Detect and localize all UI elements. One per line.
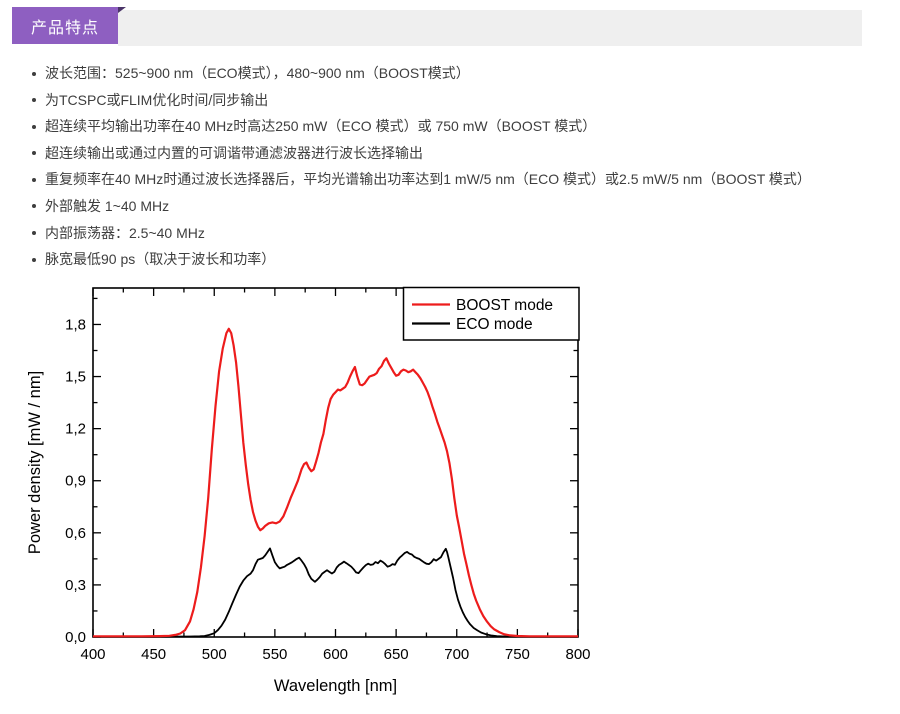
y-tick-label: 1,8 (65, 316, 86, 333)
feature-item: 内部振荡器：2.5~40 MHz (32, 220, 888, 247)
spectrum-chart: 400 450 500 550 600 650 700 750 800 0,0 0,3 0,6 0,9 1… (26, 286, 591, 695)
section-title: 产品特点 (30, 19, 99, 37)
feature-item: 外部触发 1~40 MHz (32, 193, 888, 220)
x-tick-label: 750 (505, 646, 530, 663)
feature-item: 脉宽最低90 ps（取决于波长和功率） (32, 246, 888, 273)
feature-item: 超连续输出或通过内置的可调谐带通滤波器进行波长选择输出 (32, 140, 888, 167)
y-axis-title: Power density [mW / nm] (26, 371, 44, 554)
y-tick-label: 0,3 (65, 577, 86, 594)
ribbon-fold-icon (118, 7, 126, 13)
x-tick-label: 550 (262, 646, 287, 663)
feature-item: 重复频率在40 MHz时通过波长选择器后，平均光谱输出功率达到1 mW/5 nm… (32, 166, 888, 193)
x-tick-label: 600 (323, 646, 348, 663)
y-tick-label: 0,0 (65, 629, 86, 646)
x-tick-label: 800 (565, 646, 590, 663)
y-tick-label: 1,2 (65, 421, 86, 438)
series-line-boost-mode (93, 327, 578, 638)
x-tick-label: 700 (444, 646, 469, 663)
x-axis-title: Wavelength [nm] (274, 677, 397, 695)
feature-list: 波长范围：525~900 nm（ECO模式），480~900 nm（BOOST模… (32, 60, 888, 273)
feature-item: 波长范围：525~900 nm（ECO模式），480~900 nm（BOOST模… (32, 60, 888, 87)
section-title-badge: 产品特点 (12, 7, 118, 44)
y-tick-label: 0,6 (65, 525, 86, 542)
x-tick-label: 650 (384, 646, 409, 663)
feature-item: 为TCSPC或FLIM优化时间/同步输出 (32, 87, 888, 114)
feature-item: 超连续平均输出功率在40 MHz时高达250 mW（ECO 模式）或 750 m… (32, 113, 888, 140)
legend-label: BOOST mode (456, 297, 553, 314)
x-tick-label: 500 (202, 646, 227, 663)
y-tick-label: 1,5 (65, 369, 86, 386)
x-tick-label: 400 (80, 646, 105, 663)
y-tick-label: 0,9 (65, 473, 86, 490)
series-line-eco-mode (93, 547, 578, 638)
section-header-bar (118, 10, 862, 46)
x-tick-label: 450 (141, 646, 166, 663)
legend-label: ECO mode (456, 316, 533, 333)
legend-box (402, 286, 580, 341)
